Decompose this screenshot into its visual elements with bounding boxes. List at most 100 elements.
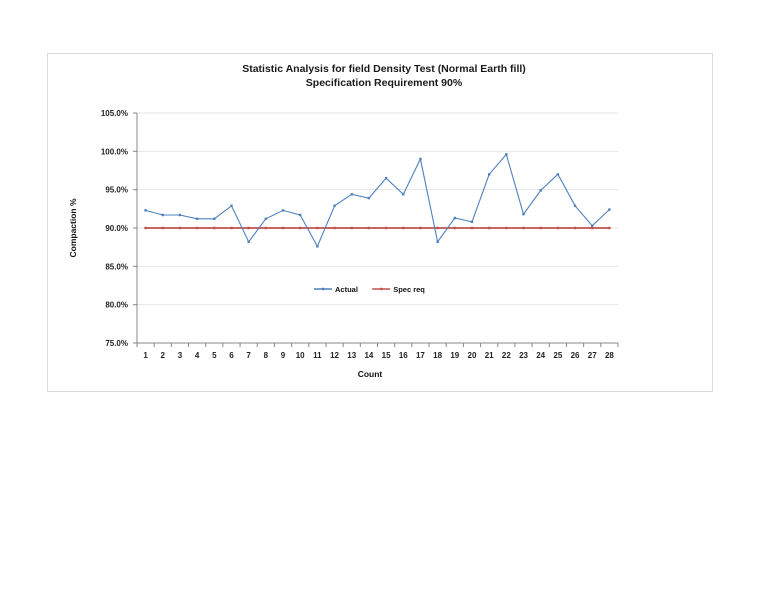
x-tick-label: 13 xyxy=(347,351,356,360)
x-tick-label: 22 xyxy=(502,351,511,360)
x-tick-label: 24 xyxy=(536,351,545,360)
data-marker xyxy=(230,226,233,230)
y-tick-label: 90.0% xyxy=(105,224,128,233)
data-marker xyxy=(195,226,199,230)
data-marker xyxy=(436,226,439,230)
data-marker xyxy=(436,240,439,243)
x-tick-label: 8 xyxy=(264,351,269,360)
x-tick-label: 21 xyxy=(485,351,494,360)
data-marker xyxy=(298,226,302,230)
data-marker xyxy=(333,204,336,207)
chart-frame xyxy=(47,53,713,392)
x-tick-label: 4 xyxy=(195,351,200,360)
chart-subtitle: Specification Requirement 90% xyxy=(305,77,463,89)
x-tick-label: 5 xyxy=(212,351,217,360)
data-marker xyxy=(161,213,164,217)
data-marker xyxy=(573,226,577,230)
x-tick-label: 20 xyxy=(468,351,477,360)
x-tick-label: 9 xyxy=(281,351,286,360)
legend: Actual Spec req xyxy=(314,285,425,294)
actual-line xyxy=(145,153,610,248)
data-marker xyxy=(505,153,508,156)
data-marker xyxy=(144,226,147,230)
y-tick-label: 100.0% xyxy=(101,147,128,156)
data-marker xyxy=(419,226,422,230)
y-tick-label: 75.0% xyxy=(105,339,128,348)
data-marker xyxy=(247,226,250,230)
chart-title: Statistic Analysis for field Density Tes… xyxy=(0,62,768,90)
series-lines xyxy=(144,153,611,248)
y-axis: 75.0% 80.0% 85.0% 90.0% 95.0% 100.0% 105.0% xyxy=(101,109,138,348)
data-marker xyxy=(591,226,594,230)
legend-marker xyxy=(380,287,383,291)
x-tick-label: 1 xyxy=(143,351,148,360)
y-tick-label: 105.0% xyxy=(101,109,128,118)
data-marker xyxy=(608,208,611,211)
data-marker xyxy=(213,226,216,230)
data-marker xyxy=(573,204,577,207)
data-marker xyxy=(316,226,319,230)
data-marker xyxy=(419,157,422,161)
data-marker xyxy=(402,226,405,230)
data-marker xyxy=(608,226,611,230)
x-tick-label: 7 xyxy=(246,351,251,360)
data-marker xyxy=(487,173,491,176)
gridlines xyxy=(137,112,618,306)
y-axis-title: Compaction % xyxy=(68,198,78,257)
x-tick-label: 10 xyxy=(296,351,305,360)
x-tick-label: 14 xyxy=(364,351,373,360)
data-marker xyxy=(556,173,560,176)
x-tick-label: 3 xyxy=(178,351,183,360)
x-tick-label: 15 xyxy=(382,351,391,360)
data-marker xyxy=(591,224,594,227)
data-marker xyxy=(539,189,542,192)
x-axis-title: Count xyxy=(358,369,383,379)
x-axis: 1 2 3 4 5 6 7 8 9 10 11 12 13 14 15 16 17 18 19 20 21 22 23 24 2… xyxy=(136,342,619,360)
x-tick-label: 26 xyxy=(571,351,580,360)
x-tick-label: 11 xyxy=(313,351,322,360)
legend-label: Actual xyxy=(335,285,358,294)
data-marker xyxy=(333,226,336,230)
data-marker xyxy=(505,226,508,230)
data-marker xyxy=(178,213,182,217)
data-marker xyxy=(281,209,285,212)
data-marker xyxy=(144,209,147,212)
data-marker xyxy=(384,226,388,230)
data-marker xyxy=(453,216,457,220)
data-marker xyxy=(264,217,268,220)
x-tick-label: 27 xyxy=(588,351,597,360)
data-marker xyxy=(487,226,491,230)
data-marker xyxy=(230,204,233,207)
data-marker xyxy=(264,226,268,230)
data-marker xyxy=(402,193,405,196)
x-tick-label: 18 xyxy=(433,351,442,360)
x-tick-label: 2 xyxy=(161,351,166,360)
y-tick-label: 80.0% xyxy=(105,301,128,310)
x-tick-label: 23 xyxy=(519,351,528,360)
legend-marker xyxy=(322,287,325,291)
legend-label: Spec req xyxy=(393,285,425,294)
x-tick-label: 25 xyxy=(553,351,562,360)
chart-title-main: Statistic Analysis for field Density Tes… xyxy=(242,63,526,75)
data-marker xyxy=(178,226,182,230)
data-marker xyxy=(161,226,164,230)
data-marker xyxy=(453,226,457,230)
data-marker xyxy=(213,217,216,220)
data-marker xyxy=(281,226,285,230)
data-marker xyxy=(367,226,371,230)
data-marker xyxy=(195,217,199,220)
data-marker xyxy=(470,220,474,224)
data-marker xyxy=(539,226,542,230)
data-marker xyxy=(367,196,371,200)
x-tick-label: 6 xyxy=(229,351,234,360)
x-tick-label: 17 xyxy=(416,351,425,360)
x-tick-label: 19 xyxy=(450,351,459,360)
data-marker xyxy=(522,226,525,230)
data-marker xyxy=(556,226,560,230)
x-tick-label: 16 xyxy=(399,351,408,360)
data-marker xyxy=(247,240,250,243)
x-tick-label: 12 xyxy=(330,351,339,360)
data-marker xyxy=(350,193,353,196)
data-marker xyxy=(298,213,302,217)
